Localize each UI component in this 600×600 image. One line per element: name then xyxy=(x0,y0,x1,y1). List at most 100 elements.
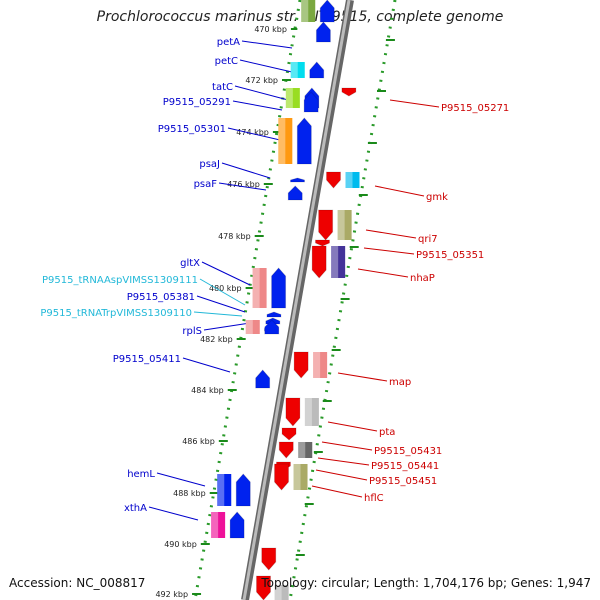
gene-box-highlight xyxy=(252,268,260,308)
gene-label: gmk xyxy=(426,192,448,203)
gene-box-highlight xyxy=(304,398,312,426)
tick-label: 480 kbp xyxy=(209,284,242,293)
gene-features xyxy=(211,0,360,600)
gene-box xyxy=(293,464,308,490)
gene-box xyxy=(211,512,226,538)
gene-box-highlight xyxy=(290,62,298,78)
gene-arrow xyxy=(264,319,280,335)
leader-line xyxy=(317,457,370,466)
gene-p9515-05291 xyxy=(303,91,319,113)
gene-box xyxy=(290,62,305,78)
leader-line xyxy=(182,357,231,373)
gene-gltx xyxy=(252,267,287,309)
gene-box-fill xyxy=(313,352,328,378)
gene-label: gltX xyxy=(180,258,200,269)
gene-p9515-trnaaspvimss1309111 xyxy=(266,311,282,318)
leader-line xyxy=(221,162,271,179)
gene-box-fill xyxy=(217,474,232,506)
scale-ticks: 470 kbp 472 kbp 474 kbp 476 kbp 478 kbp 480 k… xyxy=(155,25,395,599)
gene-labels: petA petC tatC P9515_05291 P9515_05301 psaJ ps… xyxy=(40,37,509,514)
gene-label: P9515_tRNATrpVIMSS1309110 xyxy=(40,308,192,319)
leader-line xyxy=(227,127,281,141)
leader-line xyxy=(199,278,246,306)
gene-arrow xyxy=(281,427,297,441)
gene-label: P9515_05441 xyxy=(371,461,439,472)
tick-label: 470 kbp xyxy=(254,25,287,34)
gene-box xyxy=(304,398,319,426)
gene-box-highlight xyxy=(245,320,253,334)
gene-label: P9515_05301 xyxy=(158,124,226,135)
gene-arrow xyxy=(303,91,319,113)
gene-box xyxy=(331,246,346,278)
gene-label: P9515_05271 xyxy=(441,103,509,114)
gene-petc xyxy=(290,61,325,79)
tick-label: 484 kbp xyxy=(191,386,224,395)
gene-arrow xyxy=(314,239,330,247)
label-leader-lines xyxy=(148,40,440,521)
gene-box-highlight xyxy=(301,0,309,22)
gene-box-fill xyxy=(274,585,289,600)
gene-label: P9515_tRNAAspVIMSS1309111 xyxy=(42,275,198,286)
gene-label: hemL xyxy=(127,469,155,480)
tick-label: 486 kbp xyxy=(182,437,215,446)
gene-arrow xyxy=(290,177,305,183)
gene-box xyxy=(301,0,316,22)
gene-box-fill xyxy=(285,88,300,108)
leader-line xyxy=(148,506,199,521)
gene-qri7 xyxy=(318,209,352,241)
gene-box-highlight xyxy=(274,585,282,600)
gene-box-fill xyxy=(345,172,360,188)
gene-box xyxy=(285,88,300,108)
gene-box xyxy=(278,118,293,164)
leader-line xyxy=(389,99,440,108)
gene-psaf xyxy=(287,185,303,201)
gene-p9515-05271 xyxy=(341,87,357,97)
gene-arrow xyxy=(256,575,271,600)
tick-label: 488 kbp xyxy=(173,489,206,498)
gene-unlabeled-bottom xyxy=(256,547,289,600)
gene-arrow xyxy=(271,267,287,309)
gene-heml xyxy=(217,473,251,507)
gene-nhap xyxy=(311,245,346,279)
gene-label: pta xyxy=(379,427,395,438)
leader-line xyxy=(357,268,409,278)
gene-label: P9515_05381 xyxy=(127,292,195,303)
gene-arrow xyxy=(309,61,325,79)
topology-text: Topology: circular; Length: 1,704,176 bp… xyxy=(261,576,591,590)
gene-box-highlight xyxy=(331,246,339,278)
gene-pta xyxy=(285,397,319,427)
gene-p9515-05351 xyxy=(314,239,330,247)
leader-line xyxy=(321,441,373,451)
gene-box xyxy=(297,22,312,42)
gene-box-fill xyxy=(293,464,308,490)
gene-box-fill xyxy=(297,22,312,42)
leader-line xyxy=(234,85,289,101)
gene-box-fill xyxy=(301,0,316,22)
gene-box xyxy=(217,474,232,506)
gene-p9515-05431 xyxy=(281,427,297,441)
gene-box-fill xyxy=(211,512,226,538)
gene-box-highlight xyxy=(297,22,305,42)
gene-arrow xyxy=(326,171,341,189)
gene-box-highlight xyxy=(293,464,301,490)
gene-box xyxy=(313,352,328,378)
gene-label: petA xyxy=(217,37,240,48)
gene-arrow xyxy=(287,185,303,201)
gene-label: petC xyxy=(215,56,238,67)
leader-line xyxy=(241,40,293,49)
gene-label: psaJ xyxy=(199,159,220,170)
gene-arrow xyxy=(311,245,327,279)
gene-arrow xyxy=(341,87,357,97)
leader-line xyxy=(218,182,267,191)
genome-backbone xyxy=(241,0,354,600)
tick-label: 478 kbp xyxy=(218,232,251,241)
gene-box-highlight xyxy=(337,210,345,240)
gene-label: map xyxy=(389,377,411,388)
gene-p9515-05441 xyxy=(278,441,313,459)
gene-box-fill xyxy=(331,246,346,278)
gene-label: xthA xyxy=(124,503,147,514)
leader-line xyxy=(239,59,293,73)
gene-arrow xyxy=(255,369,271,389)
gene-box xyxy=(298,442,313,458)
